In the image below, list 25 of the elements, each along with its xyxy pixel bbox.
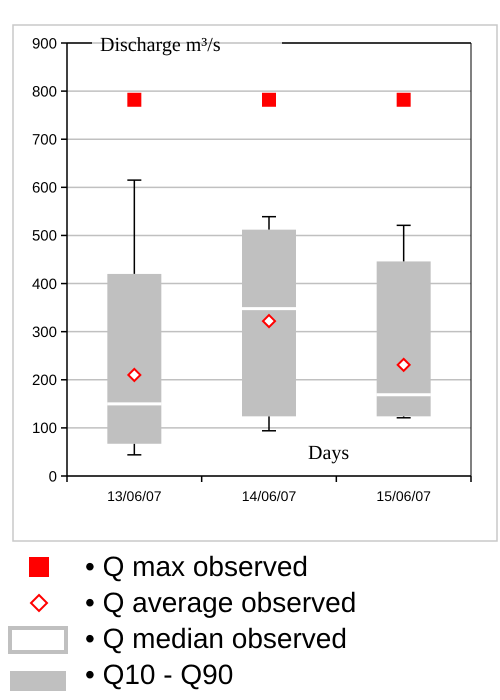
y-tick-label: 0 [48,468,57,486]
x-axis-title: Days [308,442,350,464]
point [127,368,142,382]
y-tick-label: 600 [32,180,57,197]
y-tick-label: 300 [32,324,57,341]
y-tick-label: 400 [32,276,57,293]
y-tick-label: 700 [32,131,57,148]
point [127,92,142,107]
y-tick-label: 800 [32,83,57,100]
text: • Q median observed [85,623,347,654]
point [262,314,276,328]
point [262,92,276,107]
point [396,92,411,107]
legend-label: • Q10 - Q90 [85,659,234,690]
x-tick-label: 14/06/07 [242,488,296,504]
y-tick-label: 900 [32,35,57,52]
y-tick-label: 200 [32,372,57,390]
x-tick-label: 15/06/07 [376,488,432,504]
legend-label: • Q average observed [85,587,356,618]
point [396,358,411,372]
legend-label: • Q max observed [85,551,308,582]
y-tick-label: 500 [32,228,57,245]
y-tick-label: 100 [32,420,57,438]
x-tick-label: 13/06/07 [107,488,162,504]
y-axis-title: Discharge m³/s [100,34,221,56]
